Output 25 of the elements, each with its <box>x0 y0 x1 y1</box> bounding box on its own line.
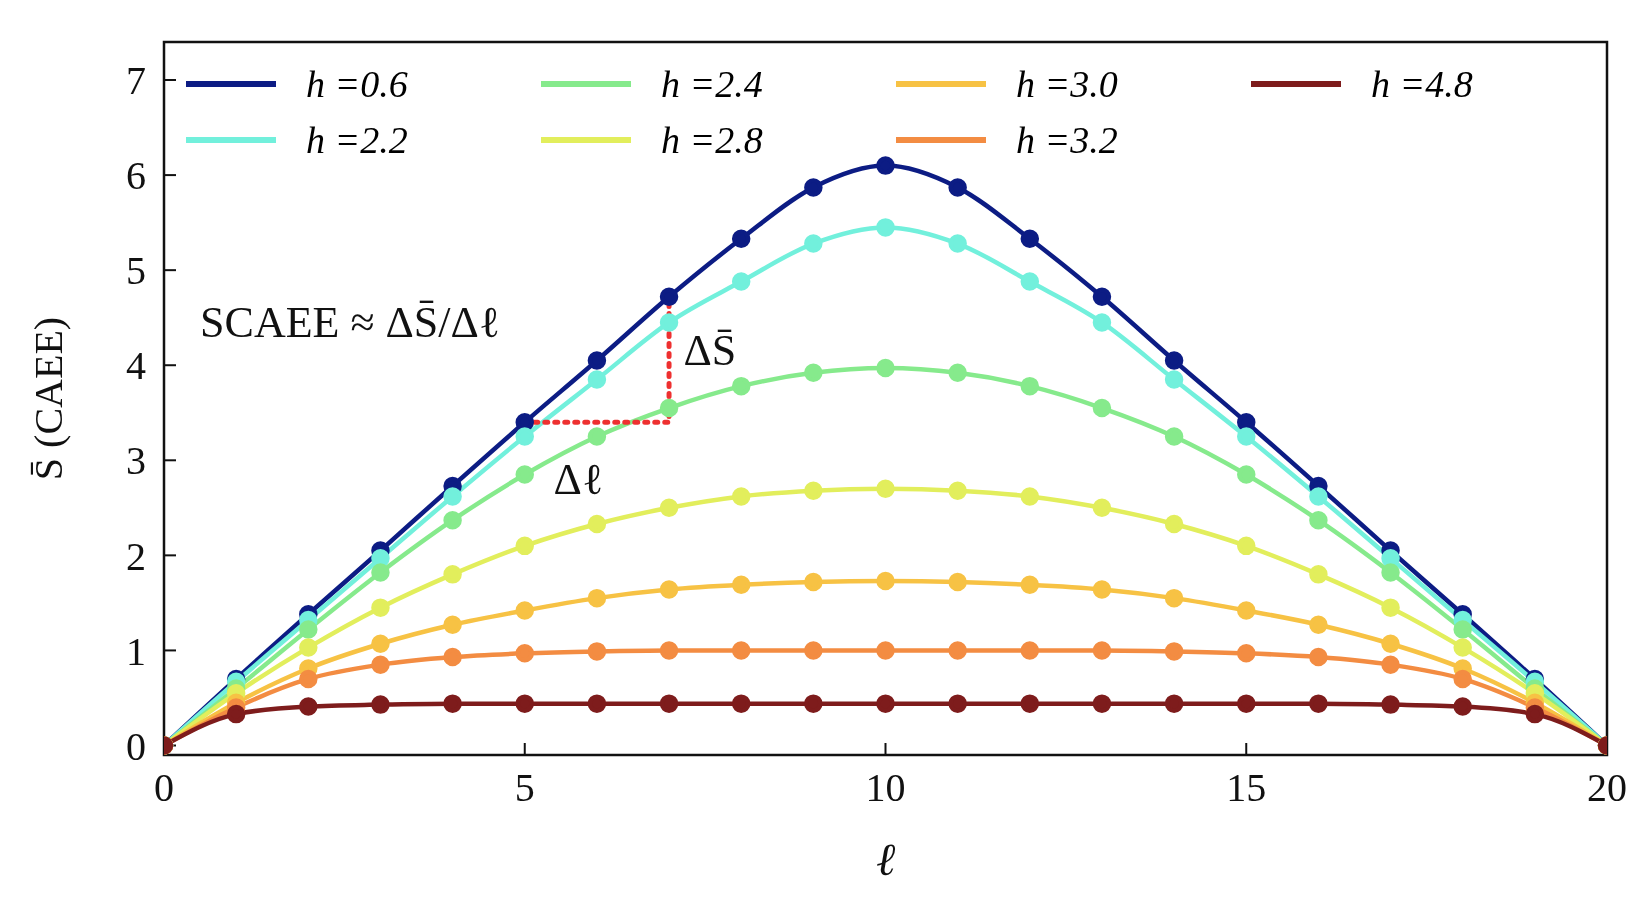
x-tick-label: 10 <box>865 765 906 811</box>
legend-label: h =2.2 <box>306 118 408 162</box>
y-tick-label: 2 <box>126 533 146 579</box>
legend-label: h =2.8 <box>661 118 763 162</box>
x-tick-label: 15 <box>1226 765 1267 811</box>
y-tick-label: 4 <box>126 343 146 389</box>
y-tick-label: 5 <box>126 248 146 294</box>
x-tick-label: 5 <box>514 765 535 811</box>
x-tick-label: 0 <box>154 765 174 811</box>
x-axis-title: ℓ <box>875 834 896 885</box>
annotation: Δℓ <box>553 454 603 504</box>
x-tick-label: 20 <box>1587 765 1627 811</box>
y-tick-label: 6 <box>126 153 146 199</box>
legend-label: h =3.0 <box>1016 62 1118 106</box>
legend-label: h =4.8 <box>1371 62 1473 106</box>
y-tick-label: 3 <box>126 438 146 484</box>
y-tick-label: 0 <box>126 723 146 769</box>
y-axis-title: S̄ (CAEE) <box>26 316 72 481</box>
y-tick-label: 1 <box>126 628 146 674</box>
legend-label: h =3.2 <box>1016 118 1118 162</box>
annotation: ΔS̄ <box>683 326 737 376</box>
annotation: SCAEE ≈ ΔS̄/Δℓ <box>200 297 500 347</box>
legend-label: h =0.6 <box>306 62 408 106</box>
legend-label: h =2.4 <box>661 62 763 106</box>
y-tick-label: 7 <box>126 58 146 104</box>
